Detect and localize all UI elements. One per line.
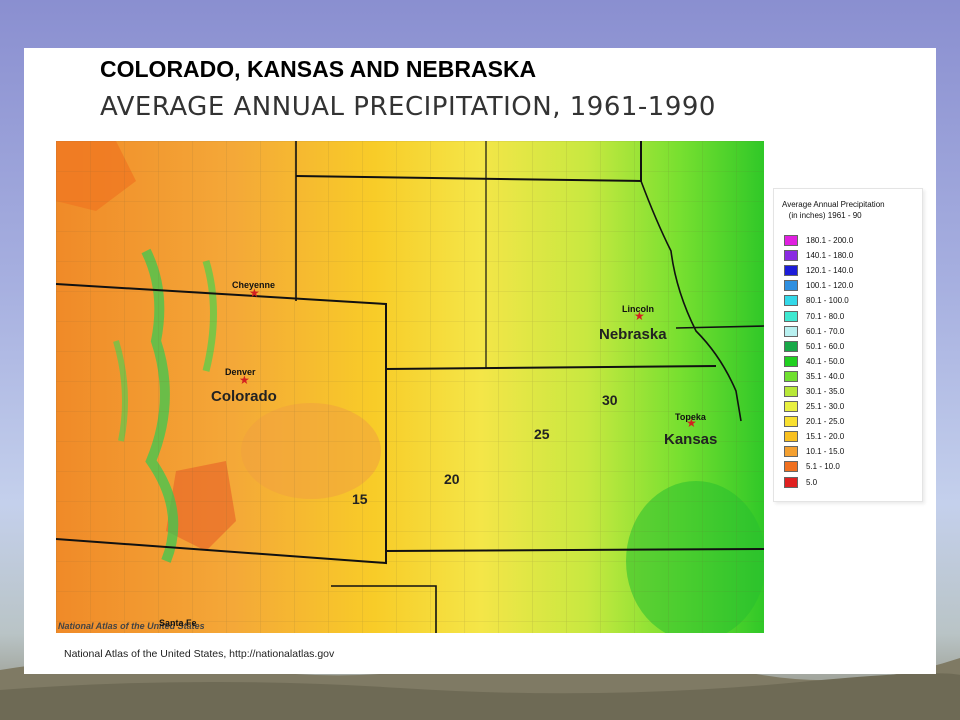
legend-range-label: 5.0 (806, 477, 818, 487)
contour-label-20: 20 (444, 471, 460, 487)
legend-item: 70.1 - 80.0 (784, 308, 853, 323)
legend-swatch (784, 476, 798, 488)
legend-item: 100.1 - 120.0 (784, 278, 853, 293)
legend-item: 25.1 - 30.0 (784, 399, 853, 414)
contour-label-15: 15 (352, 491, 368, 507)
legend-swatch (784, 416, 798, 428)
map-subtitle: AVERAGE ANNUAL PRECIPITATION, 1961-1990 (100, 92, 716, 122)
legend-item: 35.1 - 40.0 (784, 369, 853, 384)
legend-range-label: 80.1 - 100.0 (806, 296, 849, 306)
legend-swatch (784, 370, 798, 382)
legend-range-label: 20.1 - 25.0 (806, 417, 845, 427)
legend-swatch (784, 310, 798, 322)
city-label-lincoln: Lincoln (622, 304, 654, 314)
legend-swatch (784, 340, 798, 352)
legend-item: 20.1 - 25.0 (784, 414, 853, 429)
legend-swatch (784, 355, 798, 367)
legend-swatch (784, 295, 798, 307)
legend-range-label: 30.1 - 35.0 (806, 386, 845, 396)
legend-title: Average Annual Precipitation (in inches)… (782, 199, 885, 221)
city-marker-denver-icon: ★ (239, 373, 250, 387)
legend-range-label: 40.1 - 50.0 (806, 356, 845, 366)
legend-range-label: 70.1 - 80.0 (806, 311, 845, 321)
legend-swatch (784, 325, 798, 337)
map-watermark: National Atlas of the United States (58, 621, 205, 631)
precipitation-map-graphic (56, 141, 764, 633)
precipitation-legend: Average Annual Precipitation (in inches)… (773, 188, 923, 502)
legend-swatch (784, 385, 798, 397)
city-label-cheyenne: Cheyenne (232, 280, 276, 290)
legend-item: 10.1 - 15.0 (784, 444, 853, 459)
legend-item: 120.1 - 140.0 (784, 263, 853, 278)
city-marker-cheyenne-icon: ★ (249, 286, 260, 300)
contour-label-30: 30 (602, 392, 618, 408)
slide-panel: COLORADO, KANSAS AND NEBRASKA AVERAGE AN… (24, 48, 936, 674)
legend-item: 140.1 - 180.0 (784, 248, 853, 263)
legend-item: 15.1 - 20.0 (784, 429, 853, 444)
state-label-colorado: Colorado (211, 388, 277, 405)
legend-swatch (784, 250, 798, 262)
city-marker-lincoln-icon: ★ (634, 309, 645, 323)
legend-swatch (784, 265, 798, 277)
legend-item: 80.1 - 100.0 (784, 293, 853, 308)
legend-range-label: 25.1 - 30.0 (806, 402, 845, 412)
legend-range-label: 15.1 - 20.0 (806, 432, 845, 442)
legend-range-label: 120.1 - 140.0 (806, 266, 854, 276)
state-label-nebraska: Nebraska (599, 326, 667, 343)
precipitation-map: National Atlas of the United States Chey… (56, 141, 764, 633)
legend-swatch (784, 461, 798, 473)
legend-range-label: 180.1 - 200.0 (806, 236, 854, 246)
legend-range-label: 10.1 - 15.0 (806, 447, 845, 457)
legend-swatch (784, 446, 798, 458)
legend-item: 5.1 - 10.0 (784, 459, 853, 474)
legend-item: 30.1 - 35.0 (784, 384, 853, 399)
legend-range-label: 50.1 - 60.0 (806, 341, 845, 351)
legend-items: 180.1 - 200.0 140.1 - 180.0 120.1 - 140.0 1… (784, 233, 853, 490)
city-label-topeka: Topeka (675, 412, 706, 422)
legend-swatch (784, 280, 798, 292)
legend-swatch (784, 235, 798, 247)
legend-item: 180.1 - 200.0 (784, 233, 853, 248)
city-marker-topeka-icon: ★ (686, 416, 697, 430)
contour-label-25: 25 (534, 426, 550, 442)
legend-swatch (784, 431, 798, 443)
city-label-denver: Denver (225, 367, 256, 377)
legend-item: 60.1 - 70.0 (784, 324, 853, 339)
legend-range-label: 100.1 - 120.0 (806, 281, 854, 291)
legend-range-label: 140.1 - 180.0 (806, 251, 854, 261)
legend-item: 50.1 - 60.0 (784, 339, 853, 354)
source-credit: National Atlas of the United States, htt… (64, 648, 335, 660)
legend-range-label: 5.1 - 10.0 (806, 462, 840, 472)
legend-range-label: 35.1 - 40.0 (806, 371, 845, 381)
legend-title-line1: Average Annual Precipitation (782, 200, 885, 209)
legend-range-label: 60.1 - 70.0 (806, 326, 845, 336)
slide-title: COLORADO, KANSAS AND NEBRASKA (100, 56, 537, 82)
legend-item: 5.0 (784, 475, 853, 490)
legend-item: 40.1 - 50.0 (784, 354, 853, 369)
legend-swatch (784, 401, 798, 413)
legend-title-line2: (in inches) 1961 - 90 (788, 211, 862, 220)
city-label-santa-fe: Santa Fe (159, 618, 197, 628)
state-label-kansas: Kansas (664, 431, 718, 448)
